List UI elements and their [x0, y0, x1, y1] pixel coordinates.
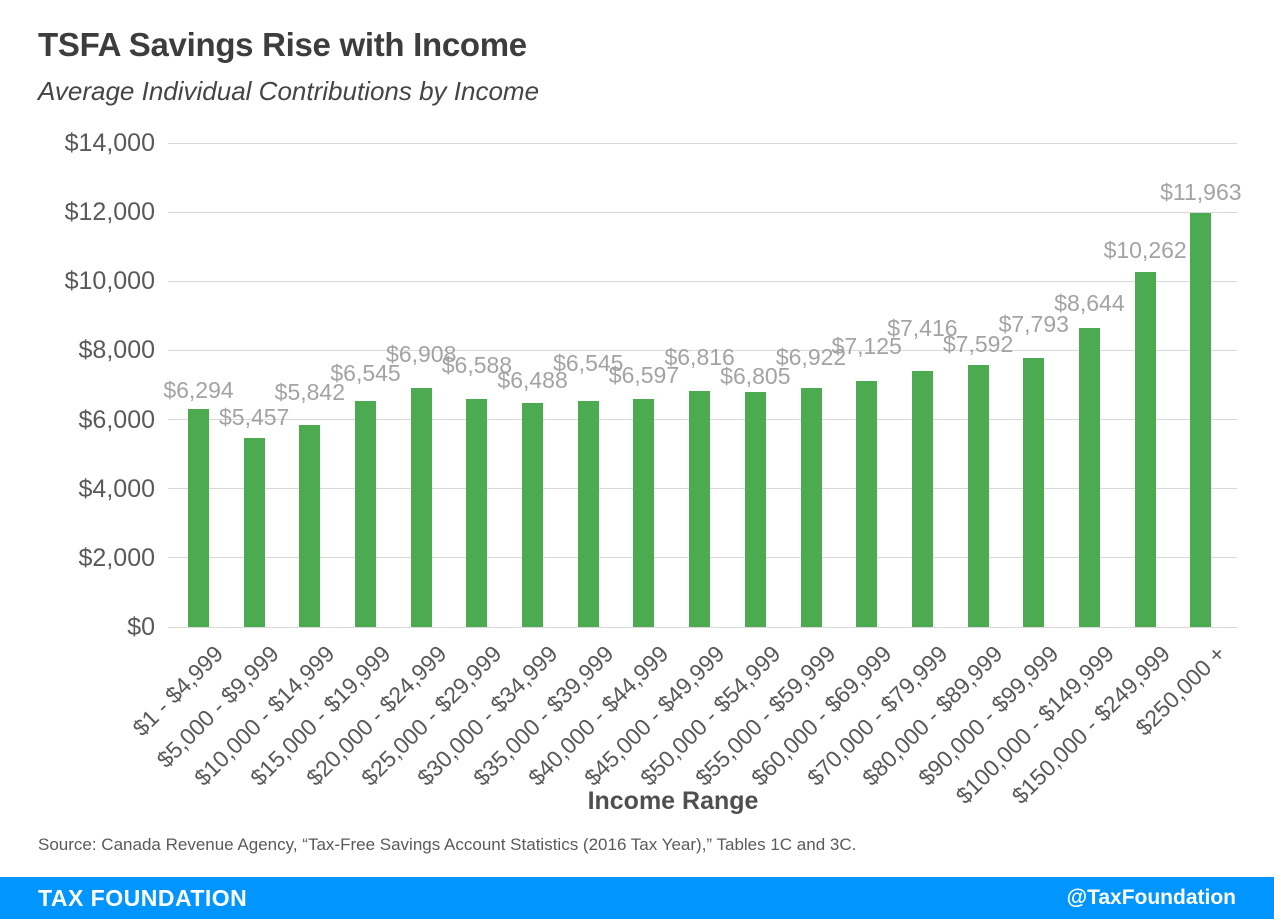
bar-value-label: $8,644: [1054, 290, 1125, 317]
bar-value-label: $6,816: [664, 344, 735, 371]
brand-name: TAX FOUNDATION: [38, 885, 248, 911]
bar: [188, 409, 209, 627]
gridline: [168, 280, 1237, 282]
twitter-handle: @TaxFoundation: [1066, 886, 1236, 909]
x-axis-title: Income Range: [587, 787, 759, 815]
y-tick-label: $12,000: [64, 198, 155, 227]
gridline: [168, 142, 1237, 144]
gridline: [168, 211, 1237, 213]
footer-bar: TAX FOUNDATION @TaxFoundation: [0, 877, 1274, 919]
bar-value-label: $5,842: [274, 379, 346, 406]
bar: [522, 402, 544, 627]
bar: [856, 380, 878, 627]
bar-value-label: $6,488: [497, 366, 568, 393]
bar: [355, 400, 377, 627]
y-tick-label: $0: [127, 613, 155, 641]
bar-value-label: $6,588: [441, 352, 513, 379]
bar-value-label: $7,416: [887, 314, 958, 341]
y-tick-label: $10,000: [64, 267, 155, 296]
bar: [410, 388, 432, 627]
gridline: [168, 626, 1237, 628]
bar-value-label: $6,805: [720, 362, 791, 389]
bar-value-label: $7,592: [942, 330, 1014, 357]
bar: [299, 425, 321, 627]
bar-value-label: $6,922: [775, 343, 847, 370]
bar-value-label: $6,597: [608, 361, 680, 388]
bar: [1078, 328, 1100, 627]
y-tick-label: $2,000: [78, 543, 155, 572]
y-tick-label: $8,000: [78, 336, 155, 365]
bar: [800, 387, 822, 627]
bar: [744, 391, 766, 627]
y-tick-label: $4,000: [78, 474, 155, 503]
bar: [1134, 272, 1156, 627]
bar: [911, 370, 933, 627]
bar: [633, 398, 655, 627]
bar-value-label: $6,908: [386, 341, 457, 368]
bar-value-label: $6,545: [330, 359, 401, 386]
bar: [577, 400, 599, 627]
chart-title: TSFA Savings Rise with Income: [38, 26, 527, 63]
chart-subtitle: Average Individual Contributions by Inco…: [38, 76, 540, 106]
gridline: [168, 349, 1237, 351]
y-tick-label: $6,000: [78, 405, 155, 434]
bar: [243, 438, 265, 627]
bar: [689, 391, 711, 627]
bar: [1023, 357, 1045, 627]
bar-value-label: $10,262: [1103, 237, 1187, 264]
bar: [1190, 213, 1212, 627]
bar: [466, 399, 488, 627]
bar-value-label: $11,963: [1160, 179, 1242, 206]
bar-value-label: $7,125: [831, 332, 902, 359]
bar-value-label: $6,545: [553, 349, 624, 376]
y-tick-label: $14,000: [64, 129, 155, 157]
bar: [967, 364, 989, 627]
bar-value-label: $6,294: [163, 377, 234, 404]
source-note: Source: Canada Revenue Agency, “Tax-Free…: [38, 835, 857, 854]
bar-value-label: $5,457: [218, 404, 290, 431]
bar-value-label: $7,793: [998, 310, 1069, 337]
